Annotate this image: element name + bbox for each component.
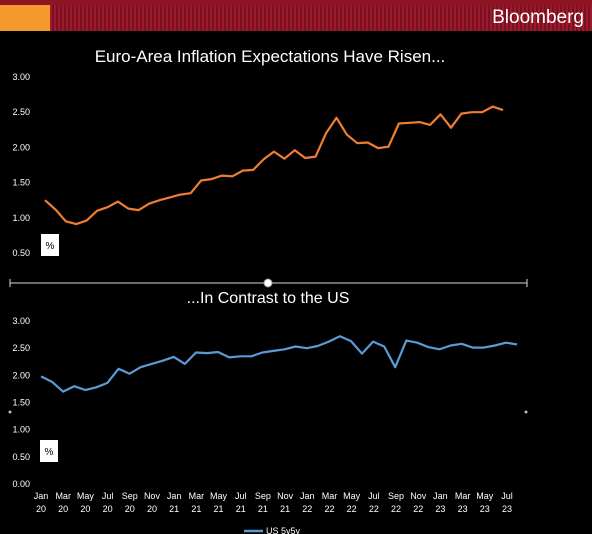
header-stripe (50, 5, 592, 31)
x-tick-month-label: Sep (388, 491, 404, 501)
x-tick-month-label: Mar (322, 491, 338, 501)
x-tick-month-label: May (476, 491, 494, 501)
x-tick-month-label: Nov (277, 491, 294, 501)
x-tick-month-label: May (343, 491, 361, 501)
x-tick-year-label: 23 (435, 504, 445, 514)
x-tick-year-label: 22 (391, 504, 401, 514)
bottom-chart-title: ...In Contrast to the US (187, 290, 350, 307)
x-tick-year-label: 21 (169, 504, 179, 514)
euro-series-line (44, 105, 504, 226)
divider-handle (263, 278, 273, 288)
bottom-unit-box (40, 440, 58, 462)
x-tick-month-label: Jul (102, 491, 114, 501)
x-tick-year-label: 22 (347, 504, 357, 514)
x-tick-month-label: Nov (144, 491, 161, 501)
bottom-y-tick-label: 3.00 (12, 316, 30, 326)
x-tick-year-label: 23 (458, 504, 468, 514)
chart-area: Euro-Area Inflation Expectations Have Ri… (8, 47, 528, 534)
x-tick-year-label: 21 (280, 504, 290, 514)
bottom-y-tick-label: 1.00 (12, 425, 30, 435)
x-tick-year-label: 22 (302, 504, 312, 514)
x-tick-month-label: Sep (122, 491, 138, 501)
x-tick-month-label: Jan (167, 491, 182, 501)
x-tick-month-label: Jan (34, 491, 49, 501)
x-tick-year-label: 20 (58, 504, 68, 514)
top-y-tick-label: 2.50 (12, 107, 30, 117)
x-tick-year-label: 22 (324, 504, 334, 514)
x-tick-year-label: 21 (191, 504, 201, 514)
top-chart-title: Euro-Area Inflation Expectations Have Ri… (95, 47, 446, 66)
x-tick-month-label: Jan (300, 491, 315, 501)
legend-label-us: US 5y5y (266, 526, 301, 534)
x-tick-year-label: 21 (258, 504, 268, 514)
x-tick-year-label: 21 (236, 504, 246, 514)
bottom-y-tick-label: 1.50 (12, 398, 30, 408)
x-tick-month-label: Mar (455, 491, 471, 501)
x-tick-month-label: Jul (501, 491, 513, 501)
top-unit-label: % (46, 241, 55, 252)
bottom-y-tick-label: 2.00 (12, 370, 30, 380)
x-tick-year-label: 21 (214, 504, 224, 514)
bottom-y-tick-label: 0.00 (12, 479, 30, 489)
top-y-tick-label: 0.50 (12, 248, 30, 258)
brand-logo: Bloomberg (492, 7, 584, 28)
x-tick-month-label: Mar (189, 491, 205, 501)
header-bar: Bloomberg (0, 0, 592, 31)
bottom-y-tick-label: 0.50 (12, 452, 30, 462)
top-y-tick-label: 1.00 (12, 213, 30, 223)
top-unit-box (41, 234, 59, 256)
us-series-line (40, 335, 518, 393)
header-accent-block (0, 5, 50, 31)
x-tick-month-label: May (77, 491, 95, 501)
x-tick-month-label: Mar (55, 491, 71, 501)
left-marker-dot (8, 410, 12, 414)
x-tick-year-label: 20 (36, 504, 46, 514)
x-tick-month-label: May (210, 491, 228, 501)
x-tick-month-label: Jan (433, 491, 448, 501)
x-tick-year-label: 20 (125, 504, 135, 514)
x-tick-year-label: 20 (103, 504, 113, 514)
x-tick-month-label: Jul (235, 491, 247, 501)
x-tick-year-label: 20 (147, 504, 157, 514)
top-y-tick-label: 3.00 (12, 72, 30, 82)
x-tick-month-label: Jul (368, 491, 380, 501)
right-marker-dot (524, 410, 528, 414)
x-tick-month-label: Sep (255, 491, 271, 501)
x-tick-year-label: 20 (80, 504, 90, 514)
top-y-tick-label: 2.00 (12, 142, 30, 152)
x-tick-year-label: 22 (369, 504, 379, 514)
x-tick-year-label: 23 (480, 504, 490, 514)
x-tick-month-label: Nov (410, 491, 427, 501)
top-y-tick-label: 1.50 (12, 178, 30, 188)
x-tick-year-label: 23 (502, 504, 512, 514)
bottom-y-tick-label: 2.50 (12, 343, 30, 353)
bottom-unit-label: % (45, 447, 54, 458)
x-tick-year-label: 22 (413, 504, 423, 514)
